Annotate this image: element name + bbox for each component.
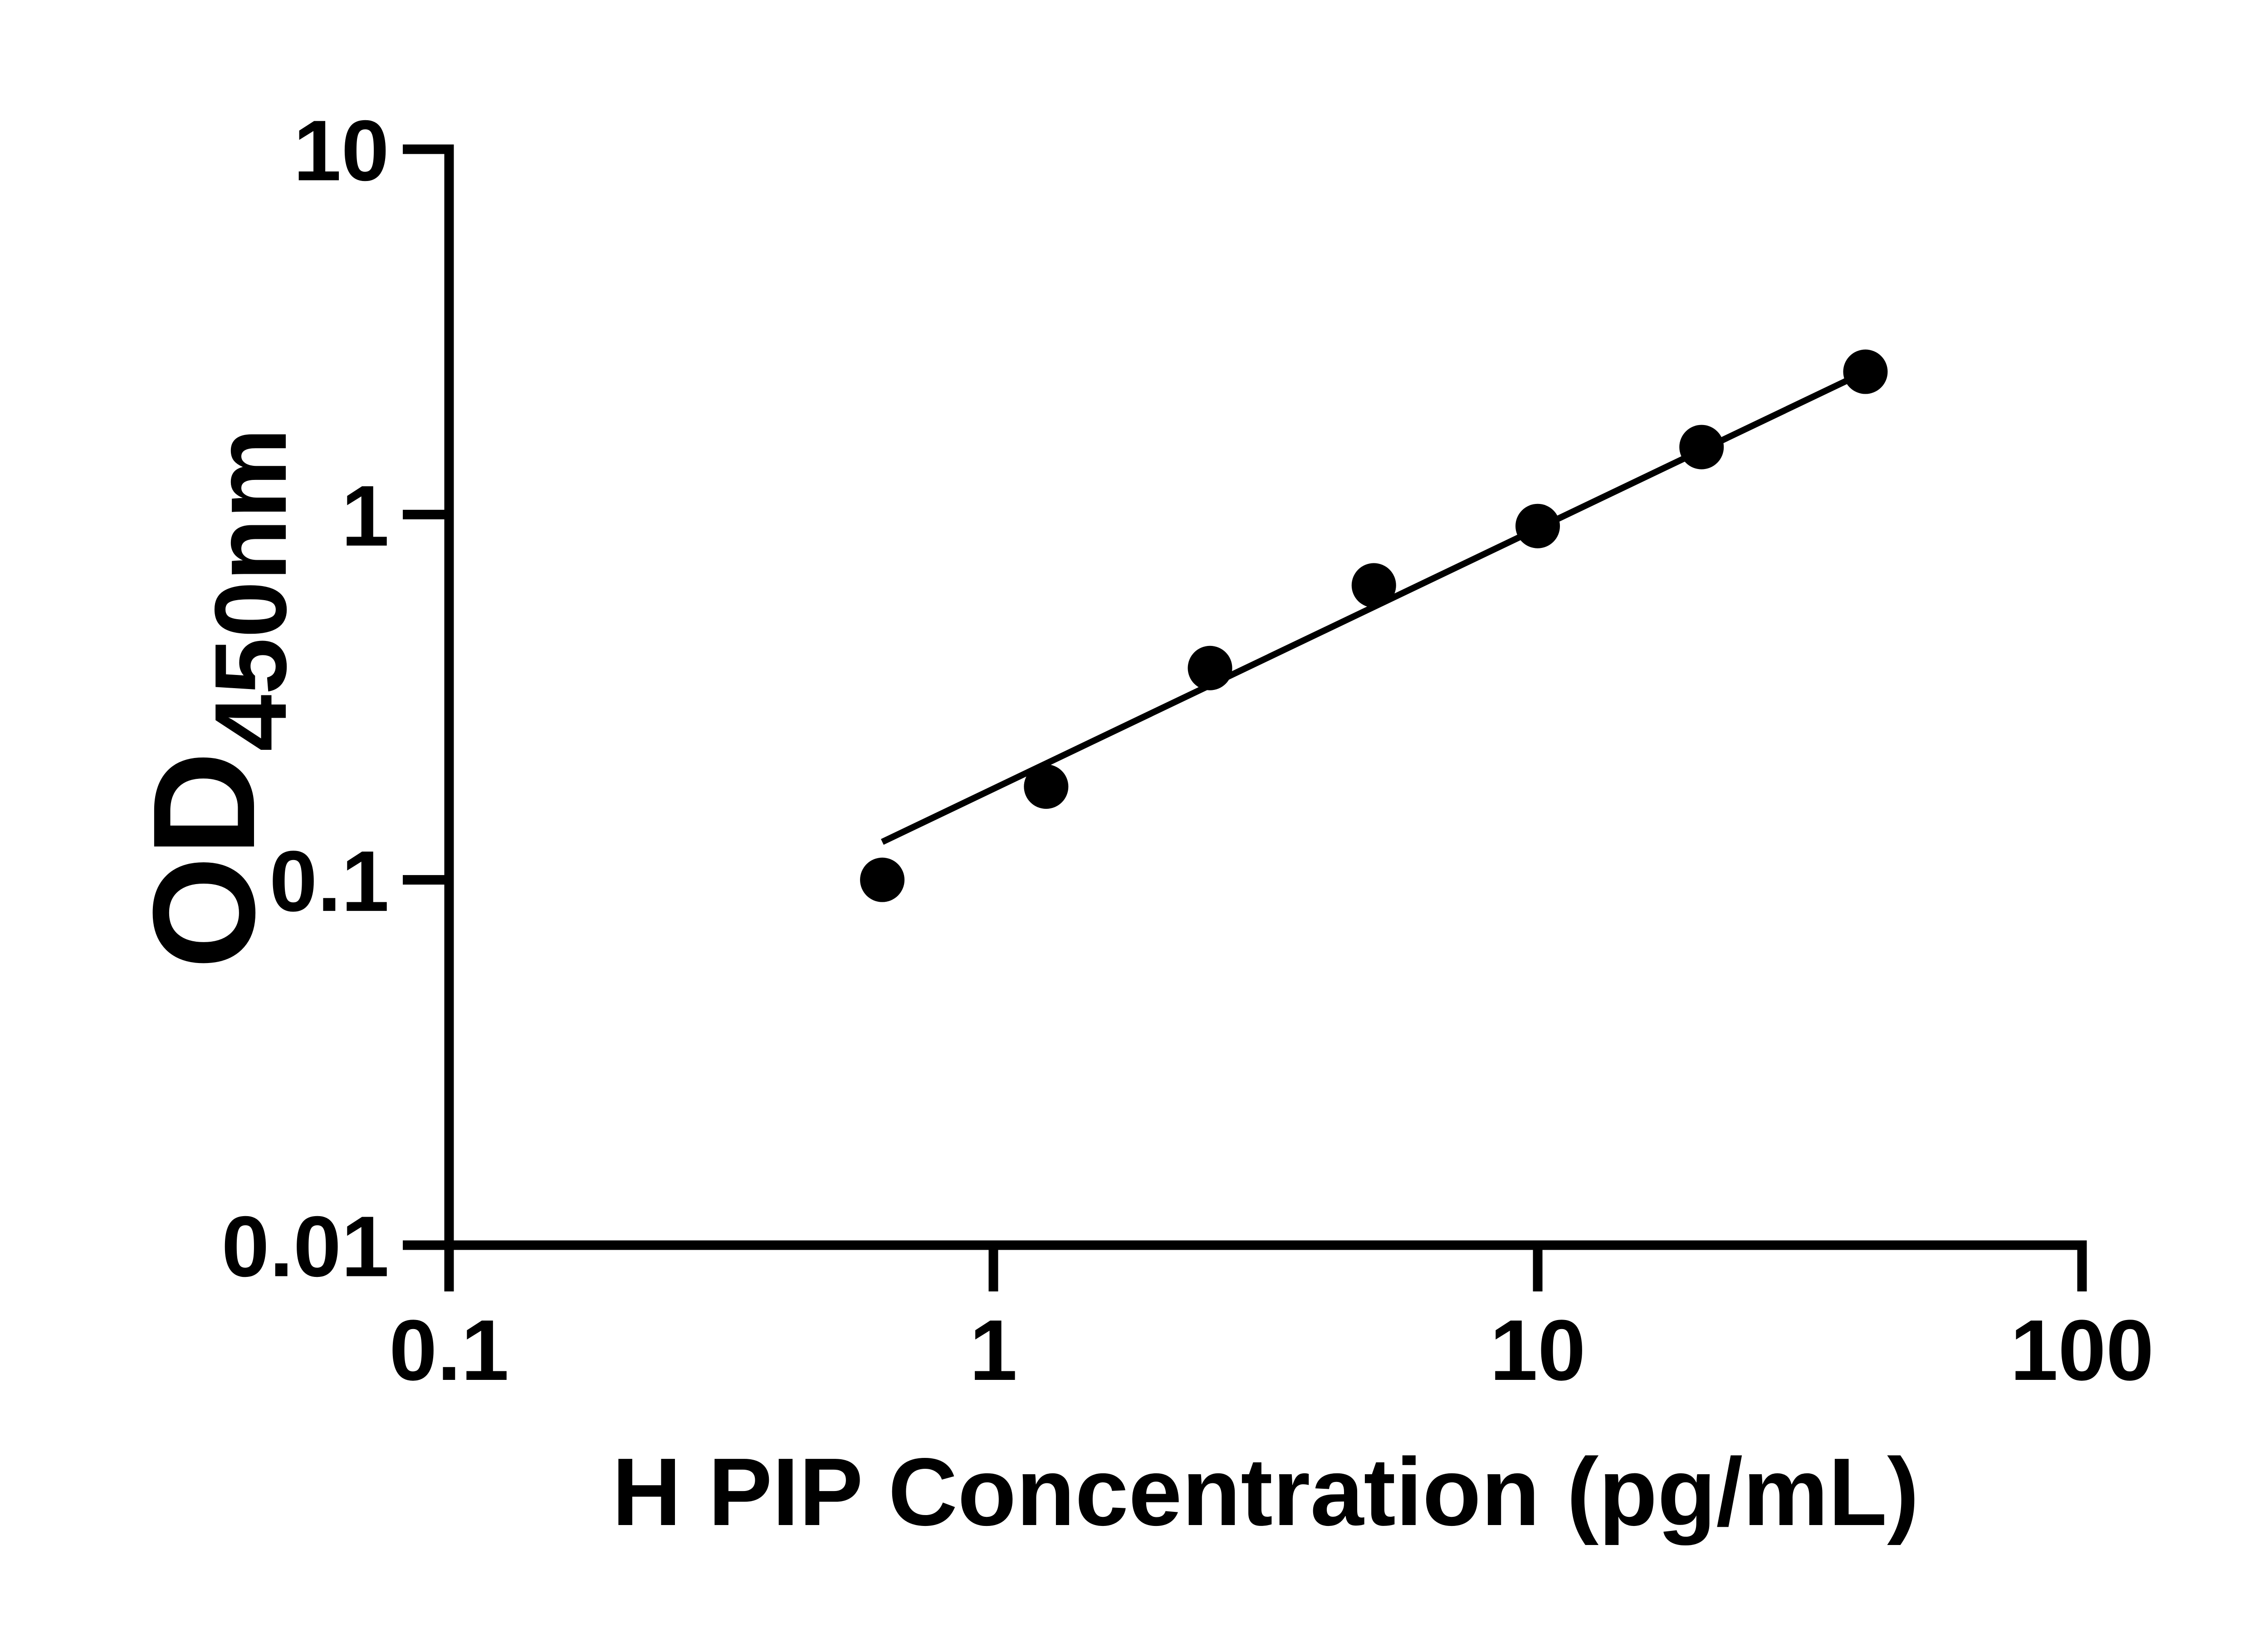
y-axis-title: OD450nm bbox=[122, 428, 308, 969]
y-tick-label: 10 bbox=[293, 103, 389, 199]
x-axis-title: H PIP Concentration (pg/mL) bbox=[612, 1438, 1919, 1545]
data-point bbox=[1024, 764, 1069, 809]
data-point bbox=[860, 857, 905, 902]
x-tick-label: 100 bbox=[2010, 1302, 2154, 1398]
x-tick-label: 10 bbox=[1490, 1302, 1585, 1398]
data-point bbox=[1515, 504, 1560, 548]
y-tick-label: 1 bbox=[341, 468, 389, 564]
y-tick-label: 0.1 bbox=[269, 833, 389, 929]
y-axis-title-main: OD bbox=[122, 751, 285, 969]
y-tick-label: 0.01 bbox=[221, 1198, 389, 1295]
data-point bbox=[1843, 349, 1888, 394]
x-tick-label: 1 bbox=[969, 1302, 1017, 1398]
data-point bbox=[1351, 563, 1396, 608]
data-point bbox=[1679, 425, 1724, 469]
data-point bbox=[1188, 645, 1232, 690]
ticks bbox=[403, 144, 2087, 1291]
y-axis-title-sub: 450nm bbox=[193, 428, 308, 752]
series-layer bbox=[860, 349, 1888, 902]
axes bbox=[444, 144, 2087, 1250]
x-tick-label: 0.1 bbox=[389, 1302, 509, 1398]
